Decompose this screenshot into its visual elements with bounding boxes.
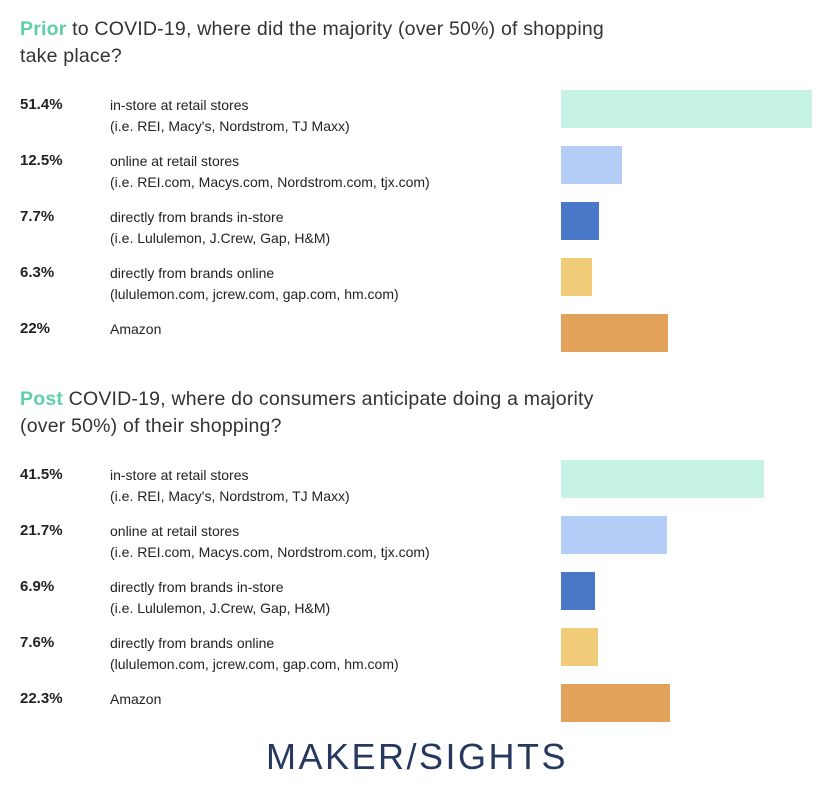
value-label: 7.7%: [20, 208, 55, 225]
category-label: directly from brands online (lululemon.co…: [110, 633, 399, 675]
category-name: directly from brands in-store: [110, 209, 284, 225]
bar-row: 22.3% Amazon: [0, 684, 834, 734]
value-label: 21.7%: [20, 522, 63, 539]
value-label: 22.3%: [20, 690, 63, 707]
category-label: online at retail stores (i.e. REI.com, Ma…: [110, 521, 430, 563]
bar-row: 21.7% online at retail stores (i.e. REI.co…: [0, 516, 834, 566]
title-accent: Post: [20, 388, 64, 410]
value-label: 12.5%: [20, 152, 63, 169]
value-label: 7.6%: [20, 634, 55, 651]
category-name: directly from brands in-store: [110, 579, 284, 595]
category-examples: (i.e. REI.com, Macys.com, Nordstrom.com,…: [110, 544, 430, 560]
bar-row: 6.9% directly from brands in-store (i.e. L…: [0, 572, 834, 622]
category-name: in-store at retail stores: [110, 97, 249, 113]
category-label: in-store at retail stores (i.e. REI, Macy…: [110, 95, 350, 137]
bar: [561, 90, 812, 128]
bar-row: 22% Amazon: [0, 314, 834, 364]
category-examples: (i.e. REI.com, Macys.com, Nordstrom.com,…: [110, 174, 430, 190]
bar: [561, 572, 595, 610]
bar: [561, 684, 670, 722]
category-examples: (i.e. Lululemon, J.Crew, Gap, H&M): [110, 230, 331, 246]
bar-row: 6.3% directly from brands online (lululemo…: [0, 258, 834, 308]
bar-row: 51.4% in-store at retail stores (i.e. REI,…: [0, 90, 834, 140]
category-name: online at retail stores: [110, 523, 240, 539]
category-examples: (lululemon.com, jcrew.com, gap.com, hm.c…: [110, 286, 399, 302]
category-name: directly from brands online: [110, 635, 275, 651]
chart-title: Post COVID-19, where do consumers antici…: [20, 386, 620, 440]
title-accent: Prior: [20, 18, 67, 40]
value-label: 41.5%: [20, 466, 63, 483]
category-label: directly from brands in-store (i.e. Lulul…: [110, 207, 330, 249]
value-label: 51.4%: [20, 96, 63, 113]
category-label: in-store at retail stores (i.e. REI, Macy…: [110, 465, 350, 507]
value-label: 22%: [20, 320, 51, 337]
category-examples: (i.e. Lululemon, J.Crew, Gap, H&M): [110, 600, 331, 616]
brand-logo: MAKER/SIGHTS: [265, 736, 569, 777]
bar: [561, 516, 667, 554]
bar: [561, 258, 592, 296]
category-name: online at retail stores: [110, 153, 240, 169]
category-name: directly from brands online: [110, 265, 275, 281]
title-text: to COVID-19, where did the majority (ove…: [20, 18, 604, 67]
category-examples: (i.e. REI, Macy's, Nordstrom, TJ Maxx): [110, 118, 350, 134]
bar-row: 7.7% directly from brands in-store (i.e. L…: [0, 202, 834, 252]
bar: [561, 146, 622, 184]
bar: [561, 460, 764, 498]
title-text: COVID-19, where do consumers anticipate …: [20, 388, 594, 437]
category-label: directly from brands in-store (i.e. Lulul…: [110, 577, 330, 619]
value-label: 6.9%: [20, 578, 55, 595]
bar: [561, 314, 668, 352]
bar: [561, 202, 599, 240]
value-label: 6.3%: [20, 264, 55, 281]
category-label: directly from brands online (lululemon.co…: [110, 263, 399, 305]
category-examples: (lululemon.com, jcrew.com, gap.com, hm.c…: [110, 656, 399, 672]
bar: [561, 628, 598, 666]
category-name: Amazon: [110, 321, 162, 337]
category-examples: (i.e. REI, Macy's, Nordstrom, TJ Maxx): [110, 488, 350, 504]
chart-title: Prior to COVID-19, where did the majorit…: [20, 16, 620, 70]
bar-row: 41.5% in-store at retail stores (i.e. REI,…: [0, 460, 834, 510]
category-label: Amazon: [110, 689, 161, 710]
category-label: online at retail stores (i.e. REI.com, Ma…: [110, 151, 430, 193]
category-name: in-store at retail stores: [110, 467, 249, 483]
category-label: Amazon: [110, 319, 161, 340]
bar-row: 12.5% online at retail stores (i.e. REI.co…: [0, 146, 834, 196]
bar-row: 7.6% directly from brands online (lululemo…: [0, 628, 834, 678]
category-name: Amazon: [110, 691, 162, 707]
